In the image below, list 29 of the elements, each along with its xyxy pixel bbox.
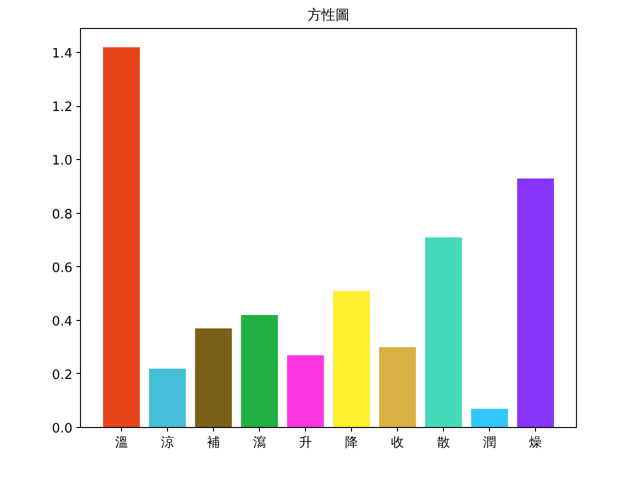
x-tick-label: 潤 [483,436,496,450]
x-tick-label: 降 [345,436,358,450]
y-tick-label: 0.2 [52,368,73,383]
bar [103,47,140,428]
y-tick-label: 1.0 [52,154,73,169]
bar [379,347,416,428]
bar [287,355,324,428]
y-tick-label: 0.8 [52,207,73,222]
x-tick-label: 收 [391,436,404,450]
y-tick-label: 0.0 [52,422,73,436]
bar [149,368,186,428]
x-tick-label: 散 [437,436,450,450]
y-tick-label: 0.4 [52,314,73,330]
bar [241,315,278,428]
y-tick-label: 1.4 [52,46,73,62]
x-tick-label: 補 [206,436,220,450]
bar [471,408,508,428]
x-tick-label: 瀉 [252,436,266,450]
x-tick-label: 升 [298,436,312,450]
chart-title: 方性圖 [308,8,350,24]
y-tick-label: 0.6 [52,260,73,276]
x-tick-label: 燥 [529,436,542,450]
bar [195,328,232,428]
bar [333,290,370,428]
y-tick-label: 1.2 [52,100,73,116]
bar [517,178,554,428]
x-tick-label: 涼 [160,436,174,450]
x-tick-label: 溫 [114,436,128,450]
bar [425,237,462,428]
